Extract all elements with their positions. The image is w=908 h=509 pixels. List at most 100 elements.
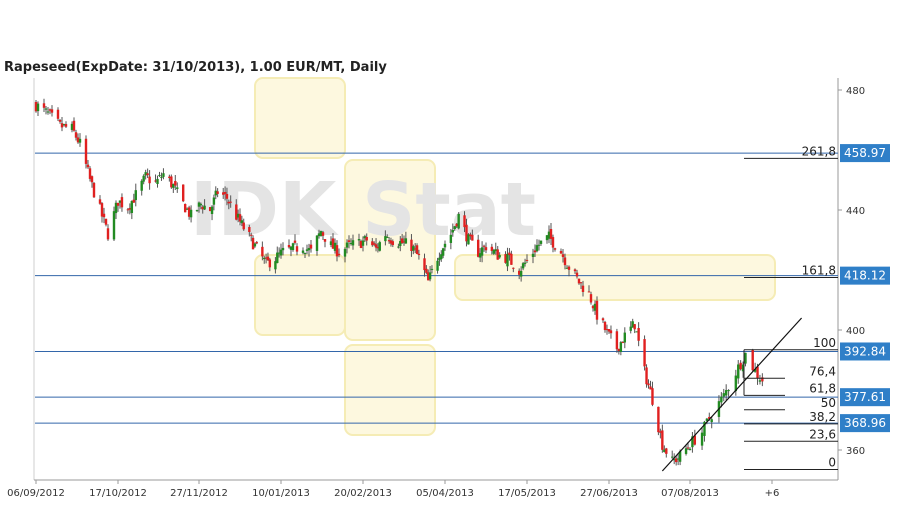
candle-body xyxy=(476,239,480,257)
candle-body xyxy=(635,331,638,333)
candle-body xyxy=(203,205,206,210)
candle xyxy=(657,406,660,436)
candle-body xyxy=(58,120,62,122)
candle xyxy=(425,265,428,275)
candle xyxy=(428,265,432,282)
candle xyxy=(512,267,515,273)
candle xyxy=(301,247,305,255)
candle-body xyxy=(287,244,291,248)
candle xyxy=(261,241,264,261)
candle xyxy=(402,235,406,246)
candle-body xyxy=(428,272,432,280)
candle-body xyxy=(365,236,368,241)
candle-body xyxy=(384,236,387,242)
candle-body xyxy=(413,248,417,250)
candle-body xyxy=(545,235,549,241)
candle-body xyxy=(672,459,676,461)
candle-body xyxy=(156,178,159,184)
candle-body xyxy=(651,388,654,405)
candle-body xyxy=(436,260,439,271)
candle xyxy=(484,242,488,254)
candle xyxy=(281,242,285,256)
candle-body xyxy=(195,210,199,212)
candle-body xyxy=(547,231,551,239)
fib-0-label: 0 xyxy=(828,456,836,470)
candle xyxy=(621,341,625,344)
candle-body xyxy=(42,103,46,108)
candle-body xyxy=(661,430,664,450)
candle-body xyxy=(665,448,668,454)
candle xyxy=(240,215,244,227)
candle-body xyxy=(678,451,682,462)
candle-body xyxy=(565,267,569,269)
candle xyxy=(665,447,668,458)
candle-body xyxy=(593,303,597,311)
candle-body xyxy=(469,234,472,237)
candle xyxy=(293,234,297,245)
y-axis: 360 400 440 480 xyxy=(838,86,865,457)
candle xyxy=(100,202,104,223)
candle xyxy=(227,199,231,210)
candle xyxy=(563,253,567,270)
x-tick-label: 07/08/2013 xyxy=(661,488,719,499)
candle xyxy=(537,239,541,251)
candle-body xyxy=(674,458,678,463)
candle xyxy=(535,239,539,253)
candle-body xyxy=(676,458,680,460)
candle-body xyxy=(761,377,764,382)
candle xyxy=(372,241,376,247)
candle-body xyxy=(430,268,434,270)
candle xyxy=(42,98,46,112)
candle xyxy=(279,243,283,259)
candle xyxy=(212,194,216,211)
candle-body xyxy=(389,240,393,244)
candle xyxy=(744,352,747,367)
candle-body xyxy=(727,390,730,392)
candle xyxy=(581,280,585,297)
watermark-block xyxy=(254,254,346,336)
candle-body xyxy=(345,242,349,248)
candle-body xyxy=(722,393,725,397)
candle xyxy=(508,248,511,261)
candle-body xyxy=(549,229,553,239)
candle-body xyxy=(581,285,585,293)
candle xyxy=(264,253,268,264)
candle-body xyxy=(374,244,378,248)
candle xyxy=(651,381,654,407)
candle xyxy=(274,257,277,274)
candle-body xyxy=(76,137,80,143)
candle xyxy=(70,121,74,133)
candle-body xyxy=(517,270,521,275)
candle-body xyxy=(573,269,577,272)
candle-body xyxy=(255,242,258,244)
candle-body xyxy=(451,229,455,233)
candle-body xyxy=(386,236,389,238)
candle xyxy=(248,224,251,237)
candle xyxy=(549,222,553,245)
candle-body xyxy=(337,253,341,256)
candle-body xyxy=(703,421,706,436)
candle xyxy=(761,373,764,387)
candle-body xyxy=(737,364,740,379)
candle-body xyxy=(223,191,227,194)
candle xyxy=(235,199,238,221)
price-badge-label: 368.96 xyxy=(844,416,886,430)
candle-body xyxy=(34,101,38,112)
candle-body xyxy=(415,245,419,254)
price-badge-label: 392.84 xyxy=(844,344,886,358)
candle-body xyxy=(168,176,171,179)
candle xyxy=(266,252,270,261)
candle-body xyxy=(183,203,187,213)
x-tick-label: 27/06/2013 xyxy=(580,488,638,499)
candle-body xyxy=(609,330,613,334)
candle xyxy=(174,174,177,191)
candle xyxy=(114,200,118,219)
candle-body xyxy=(130,201,134,214)
candle xyxy=(467,233,470,245)
candle xyxy=(319,230,323,237)
candle xyxy=(647,379,650,389)
candle-body xyxy=(744,352,747,364)
candle-body xyxy=(539,240,543,244)
candle xyxy=(168,174,171,182)
